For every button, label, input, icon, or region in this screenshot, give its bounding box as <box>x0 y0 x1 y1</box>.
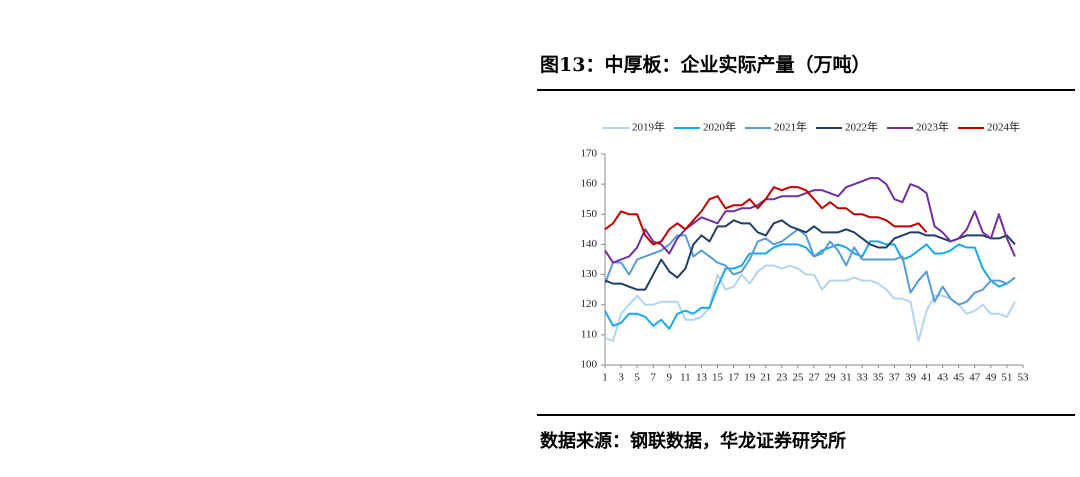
y-tick-label: 130 <box>581 268 598 280</box>
source: 数据来源：钢联数据，华龙证券研究所 <box>540 431 846 452</box>
series-line <box>604 186 928 246</box>
x-tick-label: 39 <box>905 372 917 384</box>
x-tick-label: 17 <box>728 372 740 384</box>
x-tick-label: 3 <box>618 372 624 384</box>
y-tick-label: 140 <box>581 238 598 250</box>
y-tick-label: 150 <box>581 208 598 220</box>
x-tick-label: 1 <box>602 372 608 384</box>
x-tick-label: 31 <box>841 372 852 384</box>
x-tick-label: 19 <box>744 372 756 384</box>
x-tick-label: 5 <box>634 372 640 384</box>
legend-label: 2019年 <box>632 120 665 134</box>
series-line <box>604 219 1016 291</box>
legend-label: 2020年 <box>703 120 736 134</box>
x-tick-label: 33 <box>857 372 869 384</box>
x-tick-label: 27 <box>809 372 821 384</box>
rule <box>537 89 1075 91</box>
x-tick-label: 47 <box>969 372 981 384</box>
x-tick-label: 9 <box>667 372 673 384</box>
x-tick-label: 29 <box>825 372 837 384</box>
y-tick-label: 110 <box>581 328 598 340</box>
x-tick-label: 37 <box>889 372 901 384</box>
series-line <box>604 240 1016 330</box>
x-tick-label: 53 <box>1018 372 1030 384</box>
x-tick-label: 25 <box>792 372 804 384</box>
x-tick-label: 21 <box>760 372 771 384</box>
x-tick-label: 41 <box>921 372 932 384</box>
x-tick-label: 7 <box>650 372 656 384</box>
x-tick-label: 23 <box>776 372 788 384</box>
y-tick-label: 160 <box>581 178 598 190</box>
x-tick-label: 49 <box>985 372 997 384</box>
series-line <box>604 264 1016 342</box>
x-tick-label: 45 <box>953 372 965 384</box>
series-line <box>604 228 1016 306</box>
chart-title: 图13：中厚板：企业实际产量（万吨） <box>540 54 871 76</box>
x-tick-label: 15 <box>712 372 724 384</box>
x-tick-label: 13 <box>696 372 708 384</box>
y-tick-label: 120 <box>581 298 598 310</box>
rule <box>537 414 1075 416</box>
x-tick-label: 51 <box>1001 372 1012 384</box>
legend-label: 2022年 <box>845 120 878 134</box>
x-tick-label: 11 <box>680 372 691 384</box>
legend-label: 2024年 <box>987 120 1020 134</box>
legend-label: 2023年 <box>916 120 949 134</box>
legend-label: 2021年 <box>774 120 807 134</box>
series-line <box>604 177 1016 264</box>
x-tick-label: 35 <box>873 372 885 384</box>
x-tick-label: 43 <box>937 372 949 384</box>
y-tick-label: 100 <box>581 359 598 371</box>
y-tick-label: 170 <box>581 148 598 160</box>
